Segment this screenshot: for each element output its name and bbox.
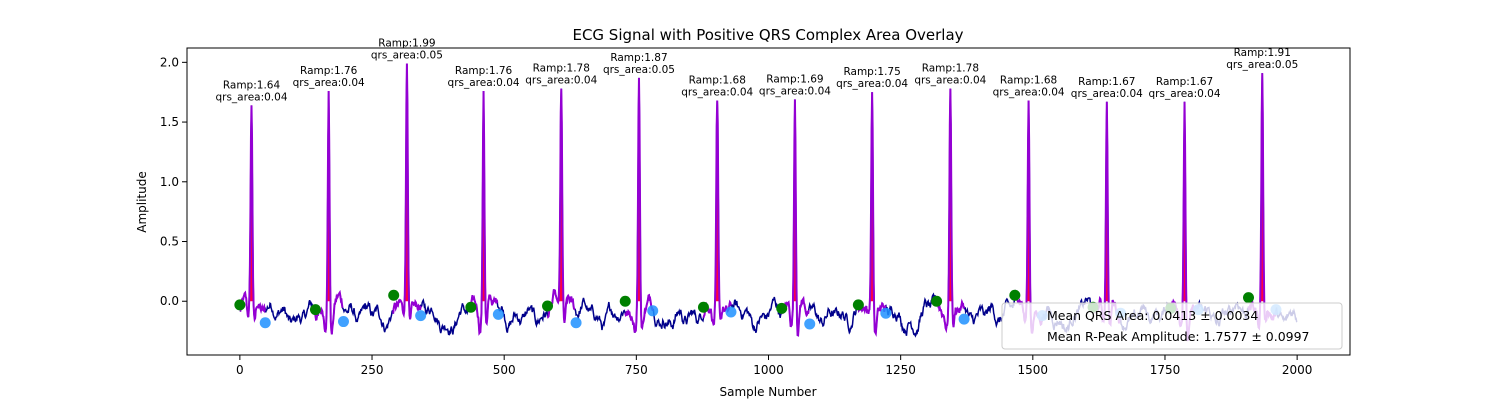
r-amp-label-1: Ramp:1.76 xyxy=(300,65,358,77)
qrs-offset-marker-3 xyxy=(492,308,504,320)
r-amp-label-6: Ramp:1.68 xyxy=(689,75,746,87)
qrs-offset-marker-9 xyxy=(958,313,970,325)
qrs-area-label-2: qrs_area:0.05 xyxy=(371,50,443,62)
qrs-area-label-7: qrs_area:0.04 xyxy=(759,85,831,97)
r-amp-label-13: Ramp:1.91 xyxy=(1234,47,1291,59)
qrs-area-label-3: qrs_area:0.04 xyxy=(448,77,520,89)
qrs-offset-marker-2 xyxy=(415,310,427,322)
x-tick-label-0: 0 xyxy=(236,363,244,377)
r-amp-label-0: Ramp:1.64 xyxy=(223,79,281,91)
legend-box xyxy=(1001,302,1343,350)
y-tick-label-2: 1.0 xyxy=(160,175,179,189)
qrs-onset-marker-8 xyxy=(852,299,864,311)
qrs-area-label-8: qrs_area:0.04 xyxy=(836,78,908,90)
r-amp-label-5: Ramp:1.87 xyxy=(610,52,667,64)
qrs-onset-marker-5 xyxy=(619,295,631,307)
qrs-onset-marker-1 xyxy=(309,304,321,316)
qrs-segment-8 xyxy=(857,92,887,338)
qrs-onset-marker-13 xyxy=(1243,292,1255,304)
qrs-offset-marker-5 xyxy=(647,305,659,317)
r-amp-label-3: Ramp:1.76 xyxy=(455,65,513,77)
axes: 0 250 500 750 1000 1250 1500 1750 2000 0.0 0.5 1.0 1… xyxy=(160,47,1351,377)
x-tick-label-4: 1000 xyxy=(753,363,784,377)
qrs-area-label-13: qrs_area:0.05 xyxy=(1226,59,1298,71)
qrs-segment-7 xyxy=(780,99,810,337)
qrs-onset-marker-0 xyxy=(234,299,246,311)
qrs-onset-marker-6 xyxy=(697,301,709,313)
qrs-offset-marker-6 xyxy=(725,306,737,318)
qrs-offset-marker-0 xyxy=(259,317,271,329)
qrs-area-label-10: qrs_area:0.04 xyxy=(993,87,1065,99)
qrs-onset-marker-2 xyxy=(388,289,400,301)
qrs-segment-0 xyxy=(239,105,267,323)
y-axis-label: Amplitude xyxy=(135,171,149,233)
y-tick-label-0: 0.0 xyxy=(160,294,179,308)
qrs-segment-5 xyxy=(624,77,654,333)
chart-title: ECG Signal with Positive QRS Complex Are… xyxy=(572,26,963,44)
qrs-onset-marker-9 xyxy=(931,295,943,307)
qrs-offset-marker-7 xyxy=(804,318,816,330)
qrs-area-label-1: qrs_area:0.04 xyxy=(293,77,365,89)
qrs-area-label-6: qrs_area:0.04 xyxy=(681,87,753,99)
qrs-area-fill-6 xyxy=(714,100,721,302)
legend: Mean QRS Area: 0.0413 ± 0.0034 Mean R-Pe… xyxy=(1001,302,1343,350)
annotations: Ramp:1.64qrs_area:0.04Ramp:1.76qrs_area:… xyxy=(215,38,1298,104)
r-amp-label-2: Ramp:1.99 xyxy=(378,38,435,50)
qrs-area-label-12: qrs_area:0.04 xyxy=(1149,88,1221,100)
x-tick-label-3: 750 xyxy=(625,363,648,377)
qrs-area-label-9: qrs_area:0.04 xyxy=(914,75,986,87)
x-axis-label: Sample Number xyxy=(719,385,816,399)
qrs-offset-marker-4 xyxy=(570,317,582,329)
y-tick-label-1: 0.5 xyxy=(160,235,179,249)
qrs-area-label-0: qrs_area:0.04 xyxy=(215,91,287,103)
qrs-onset-marker-10 xyxy=(1009,289,1021,301)
y-tick-label-4: 2.0 xyxy=(160,55,179,69)
r-amp-label-4: Ramp:1.78 xyxy=(533,63,590,75)
qrs-offset-marker-1 xyxy=(337,316,349,328)
qrs-segment-3 xyxy=(468,90,499,336)
qrs-onset-marker-7 xyxy=(776,302,788,314)
legend-entry-mean-r-peak-amplitude: Mean R-Peak Amplitude: 1.7577 ± 0.0997 xyxy=(1047,329,1310,344)
x-tick-label-8: 2000 xyxy=(1282,363,1313,377)
qrs-area-label-11: qrs_area:0.04 xyxy=(1071,88,1143,100)
r-amp-label-11: Ramp:1.67 xyxy=(1078,76,1135,88)
qrs-segment-6 xyxy=(702,100,732,326)
x-tick-label-6: 1500 xyxy=(1018,363,1049,377)
x-tick-label-1: 250 xyxy=(361,363,384,377)
legend-entry-mean-qrs-area: Mean QRS Area: 0.0413 ± 0.0034 xyxy=(1047,308,1258,323)
qrs-offset-marker-8 xyxy=(880,307,892,319)
r-amp-label-7: Ramp:1.69 xyxy=(766,73,823,85)
qrs-area-label-5: qrs_area:0.05 xyxy=(603,64,675,76)
qrs-segment-9 xyxy=(935,88,966,334)
qrs-onset-marker-4 xyxy=(542,300,554,312)
qrs-onset-marker-3 xyxy=(465,301,477,313)
r-amp-label-8: Ramp:1.75 xyxy=(843,66,900,78)
x-tick-label-2: 500 xyxy=(493,363,516,377)
y-tick-label-3: 1.5 xyxy=(160,115,179,129)
r-amp-label-9: Ramp:1.78 xyxy=(922,63,979,75)
x-tick-label-5: 1250 xyxy=(885,363,916,377)
qrs-area-label-4: qrs_area:0.04 xyxy=(525,75,597,87)
r-amp-label-12: Ramp:1.67 xyxy=(1156,76,1213,88)
r-amp-label-10: Ramp:1.68 xyxy=(1000,75,1057,87)
x-tick-label-7: 1750 xyxy=(1150,363,1181,377)
qrs-segment-2 xyxy=(392,63,422,320)
